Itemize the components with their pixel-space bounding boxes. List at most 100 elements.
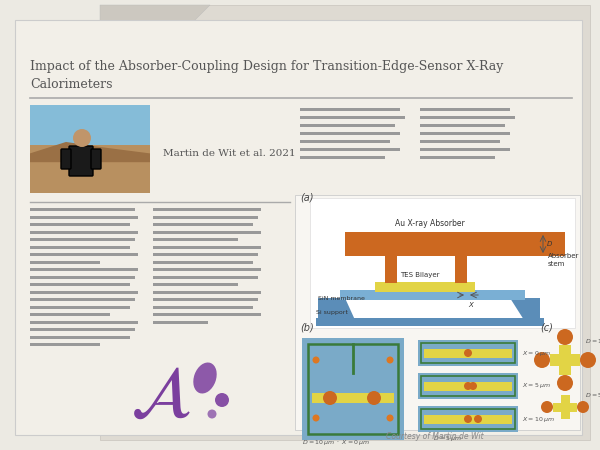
Bar <box>153 261 253 264</box>
Bar <box>153 208 261 211</box>
Circle shape <box>464 382 472 390</box>
Bar <box>420 124 505 127</box>
Bar <box>153 268 261 271</box>
Bar <box>153 320 208 324</box>
Bar <box>30 320 138 324</box>
Bar <box>30 306 130 309</box>
Bar <box>420 156 495 159</box>
Bar <box>300 148 400 151</box>
Bar <box>30 223 130 226</box>
Bar <box>550 354 580 366</box>
Bar <box>153 283 238 286</box>
Text: Absorber
stem: Absorber stem <box>548 253 580 267</box>
Bar <box>153 223 253 226</box>
Bar <box>30 298 135 301</box>
Bar <box>421 376 515 396</box>
Polygon shape <box>100 5 210 50</box>
Bar <box>418 340 518 366</box>
Text: $D=10\,\mu m$: $D=10\,\mu m$ <box>585 338 600 346</box>
Bar <box>302 338 404 440</box>
Bar <box>30 216 138 219</box>
Polygon shape <box>318 298 355 320</box>
FancyBboxPatch shape <box>91 149 101 169</box>
Bar <box>553 403 577 412</box>
Text: SiN membrane: SiN membrane <box>318 296 365 301</box>
Bar <box>30 275 135 279</box>
Text: $D=5\,\mu m$: $D=5\,\mu m$ <box>585 391 600 400</box>
Circle shape <box>557 329 573 345</box>
Bar <box>316 318 544 326</box>
Bar <box>300 156 385 159</box>
Bar <box>30 208 135 211</box>
Bar <box>420 132 510 135</box>
Text: $D$: $D$ <box>546 239 553 248</box>
Bar <box>310 198 575 328</box>
Text: $\mathcal{A}$: $\mathcal{A}$ <box>130 360 190 431</box>
Bar <box>420 140 500 143</box>
Bar <box>30 291 138 293</box>
Circle shape <box>469 382 477 390</box>
Bar <box>418 406 518 432</box>
Text: Martin de Wit et al. 2021: Martin de Wit et al. 2021 <box>163 149 296 158</box>
Circle shape <box>313 356 320 364</box>
Text: TES Bilayer: TES Bilayer <box>400 272 440 278</box>
Bar <box>340 290 525 300</box>
Circle shape <box>73 129 91 147</box>
Circle shape <box>313 414 320 422</box>
Bar <box>30 343 100 346</box>
Text: $D=10\,\mu m\ \cdot\ X=0\,\mu m$: $D=10\,\mu m\ \cdot\ X=0\,\mu m$ <box>302 438 371 447</box>
Bar <box>153 313 261 316</box>
Circle shape <box>577 401 589 413</box>
Circle shape <box>208 410 217 418</box>
Bar <box>561 395 570 419</box>
Bar <box>30 261 100 264</box>
Bar <box>308 344 398 434</box>
Bar <box>312 393 394 403</box>
Bar <box>30 283 130 286</box>
Bar <box>424 349 512 358</box>
Bar <box>424 415 512 424</box>
Bar <box>153 275 258 279</box>
Text: Impact of the Absorber-Coupling Design for Transition-Edge-Sensor X-Ray: Impact of the Absorber-Coupling Design f… <box>30 60 503 73</box>
Text: (a): (a) <box>300 192 314 202</box>
Bar <box>30 246 130 248</box>
Bar <box>300 132 400 135</box>
Bar <box>30 105 150 153</box>
Bar <box>385 255 397 283</box>
Bar <box>300 116 405 119</box>
Bar <box>421 409 515 429</box>
Circle shape <box>367 391 381 405</box>
Bar <box>153 238 238 241</box>
Bar <box>345 232 565 256</box>
Bar <box>153 253 258 256</box>
Bar <box>420 108 510 111</box>
Text: Calorimeters: Calorimeters <box>30 78 113 91</box>
Circle shape <box>386 356 394 364</box>
Text: $X=10\,\mu m$: $X=10\,\mu m$ <box>522 414 555 423</box>
Bar <box>418 373 518 399</box>
Circle shape <box>323 391 337 405</box>
Bar <box>30 328 135 331</box>
Bar <box>421 343 515 363</box>
Bar <box>30 144 150 193</box>
Bar <box>375 282 475 292</box>
FancyBboxPatch shape <box>69 146 93 176</box>
Text: (b): (b) <box>300 322 314 332</box>
Ellipse shape <box>193 363 217 393</box>
Circle shape <box>534 352 550 368</box>
Bar <box>153 230 261 234</box>
Bar <box>30 268 138 271</box>
Bar <box>30 230 138 234</box>
Bar <box>420 116 515 119</box>
Bar <box>153 298 258 301</box>
Circle shape <box>464 349 472 357</box>
Text: (c): (c) <box>540 322 553 332</box>
FancyBboxPatch shape <box>61 149 71 169</box>
Bar <box>30 313 110 316</box>
Circle shape <box>557 375 573 391</box>
Text: $D=5\,\mu m$: $D=5\,\mu m$ <box>433 434 462 443</box>
Bar <box>300 124 395 127</box>
Bar <box>153 246 261 248</box>
Polygon shape <box>100 5 590 440</box>
Circle shape <box>474 415 482 423</box>
